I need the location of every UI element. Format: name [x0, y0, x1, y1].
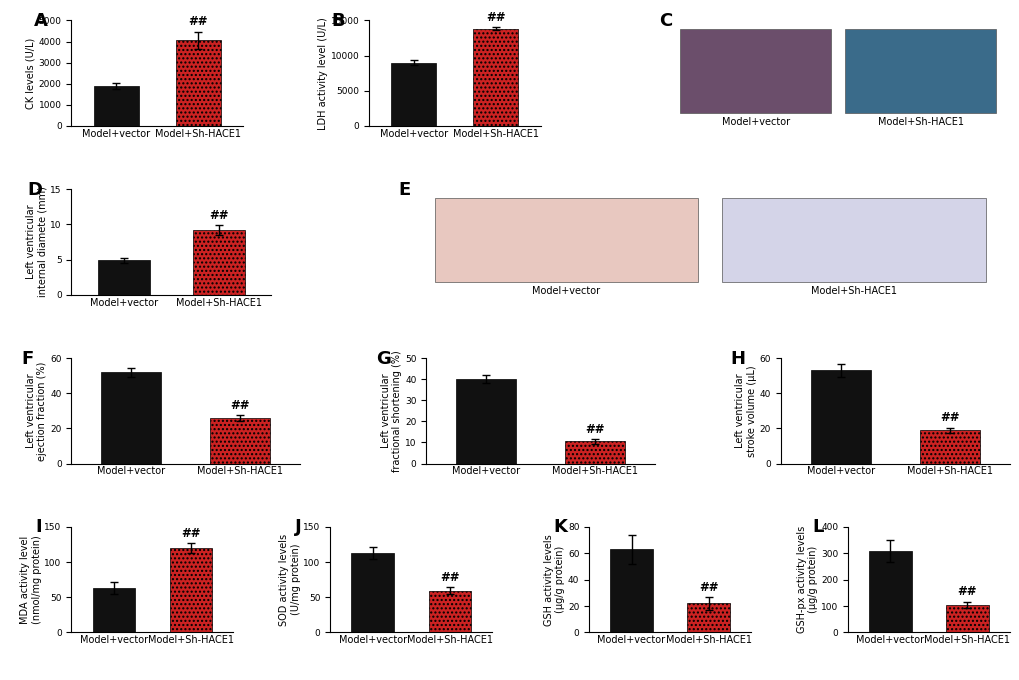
Text: ##: ##	[439, 571, 459, 584]
Text: A: A	[34, 12, 48, 30]
Bar	[919, 430, 979, 464]
Bar	[455, 379, 516, 464]
Bar	[93, 588, 135, 632]
Text: Model+vector: Model+vector	[532, 286, 600, 296]
Text: ##: ##	[485, 12, 504, 24]
Text: D: D	[28, 181, 43, 199]
Bar	[946, 605, 987, 632]
Text: ##: ##	[189, 16, 208, 29]
Text: ##: ##	[585, 423, 604, 436]
Text: F: F	[21, 350, 34, 368]
Bar	[609, 549, 652, 632]
Bar	[210, 418, 270, 464]
Bar	[868, 551, 911, 632]
Text: K: K	[553, 518, 567, 537]
Bar	[687, 603, 729, 632]
Text: E: E	[398, 181, 411, 199]
Y-axis label: LDH activity level (U/L): LDH activity level (U/L)	[317, 17, 327, 129]
Y-axis label: Left ventricular
ejection fraction (%): Left ventricular ejection fraction (%)	[25, 361, 47, 460]
Y-axis label: SOD activity levels
(U/mg protein): SOD activity levels (U/mg protein)	[278, 534, 301, 626]
Bar	[680, 29, 830, 114]
Bar	[428, 591, 471, 632]
Text: ##: ##	[957, 585, 976, 598]
Bar	[94, 86, 139, 126]
Y-axis label: Left ventricular
stroke volume (μL): Left ventricular stroke volume (μL)	[735, 365, 756, 457]
Text: ##: ##	[209, 209, 228, 222]
Text: ##: ##	[230, 398, 250, 411]
Text: B: B	[331, 12, 344, 30]
Bar	[473, 29, 518, 126]
Bar	[98, 260, 150, 294]
Bar	[169, 548, 212, 632]
Text: I: I	[36, 518, 43, 537]
Bar	[565, 441, 625, 464]
Text: Model+Sh-HACE1: Model+Sh-HACE1	[810, 286, 896, 296]
Bar	[810, 371, 870, 464]
Y-axis label: GSH-px activity levels
(μg/g protein): GSH-px activity levels (μg/g protein)	[796, 526, 817, 633]
Y-axis label: Left ventricular
fractional shortening (%): Left ventricular fractional shortening (…	[380, 350, 401, 472]
Bar	[434, 198, 698, 282]
Bar	[844, 29, 996, 114]
Text: G: G	[375, 350, 390, 368]
Y-axis label: MDA activity level
(nmol/mg protein): MDA activity level (nmol/mg protein)	[20, 535, 42, 624]
Bar	[391, 63, 436, 126]
Text: C: C	[659, 12, 673, 30]
Text: H: H	[730, 350, 745, 368]
Text: J: J	[294, 518, 302, 537]
Text: ##: ##	[698, 581, 717, 594]
Text: Model+Sh-HACE1: Model+Sh-HACE1	[876, 118, 963, 127]
Bar	[721, 198, 985, 282]
Text: Model+vector: Model+vector	[721, 118, 789, 127]
Y-axis label: CK levels (U/L): CK levels (U/L)	[25, 37, 36, 109]
Text: ##: ##	[940, 411, 959, 424]
Bar	[101, 372, 161, 464]
Y-axis label: Left ventricular
internal diamete (mm): Left ventricular internal diamete (mm)	[25, 186, 47, 297]
Bar	[175, 40, 220, 126]
Bar	[193, 230, 245, 294]
Y-axis label: GSH activity levels
(μg/g protein): GSH activity levels (μg/g protein)	[543, 534, 565, 626]
Bar	[352, 553, 393, 632]
Text: L: L	[811, 518, 823, 537]
Text: ##: ##	[181, 527, 201, 540]
